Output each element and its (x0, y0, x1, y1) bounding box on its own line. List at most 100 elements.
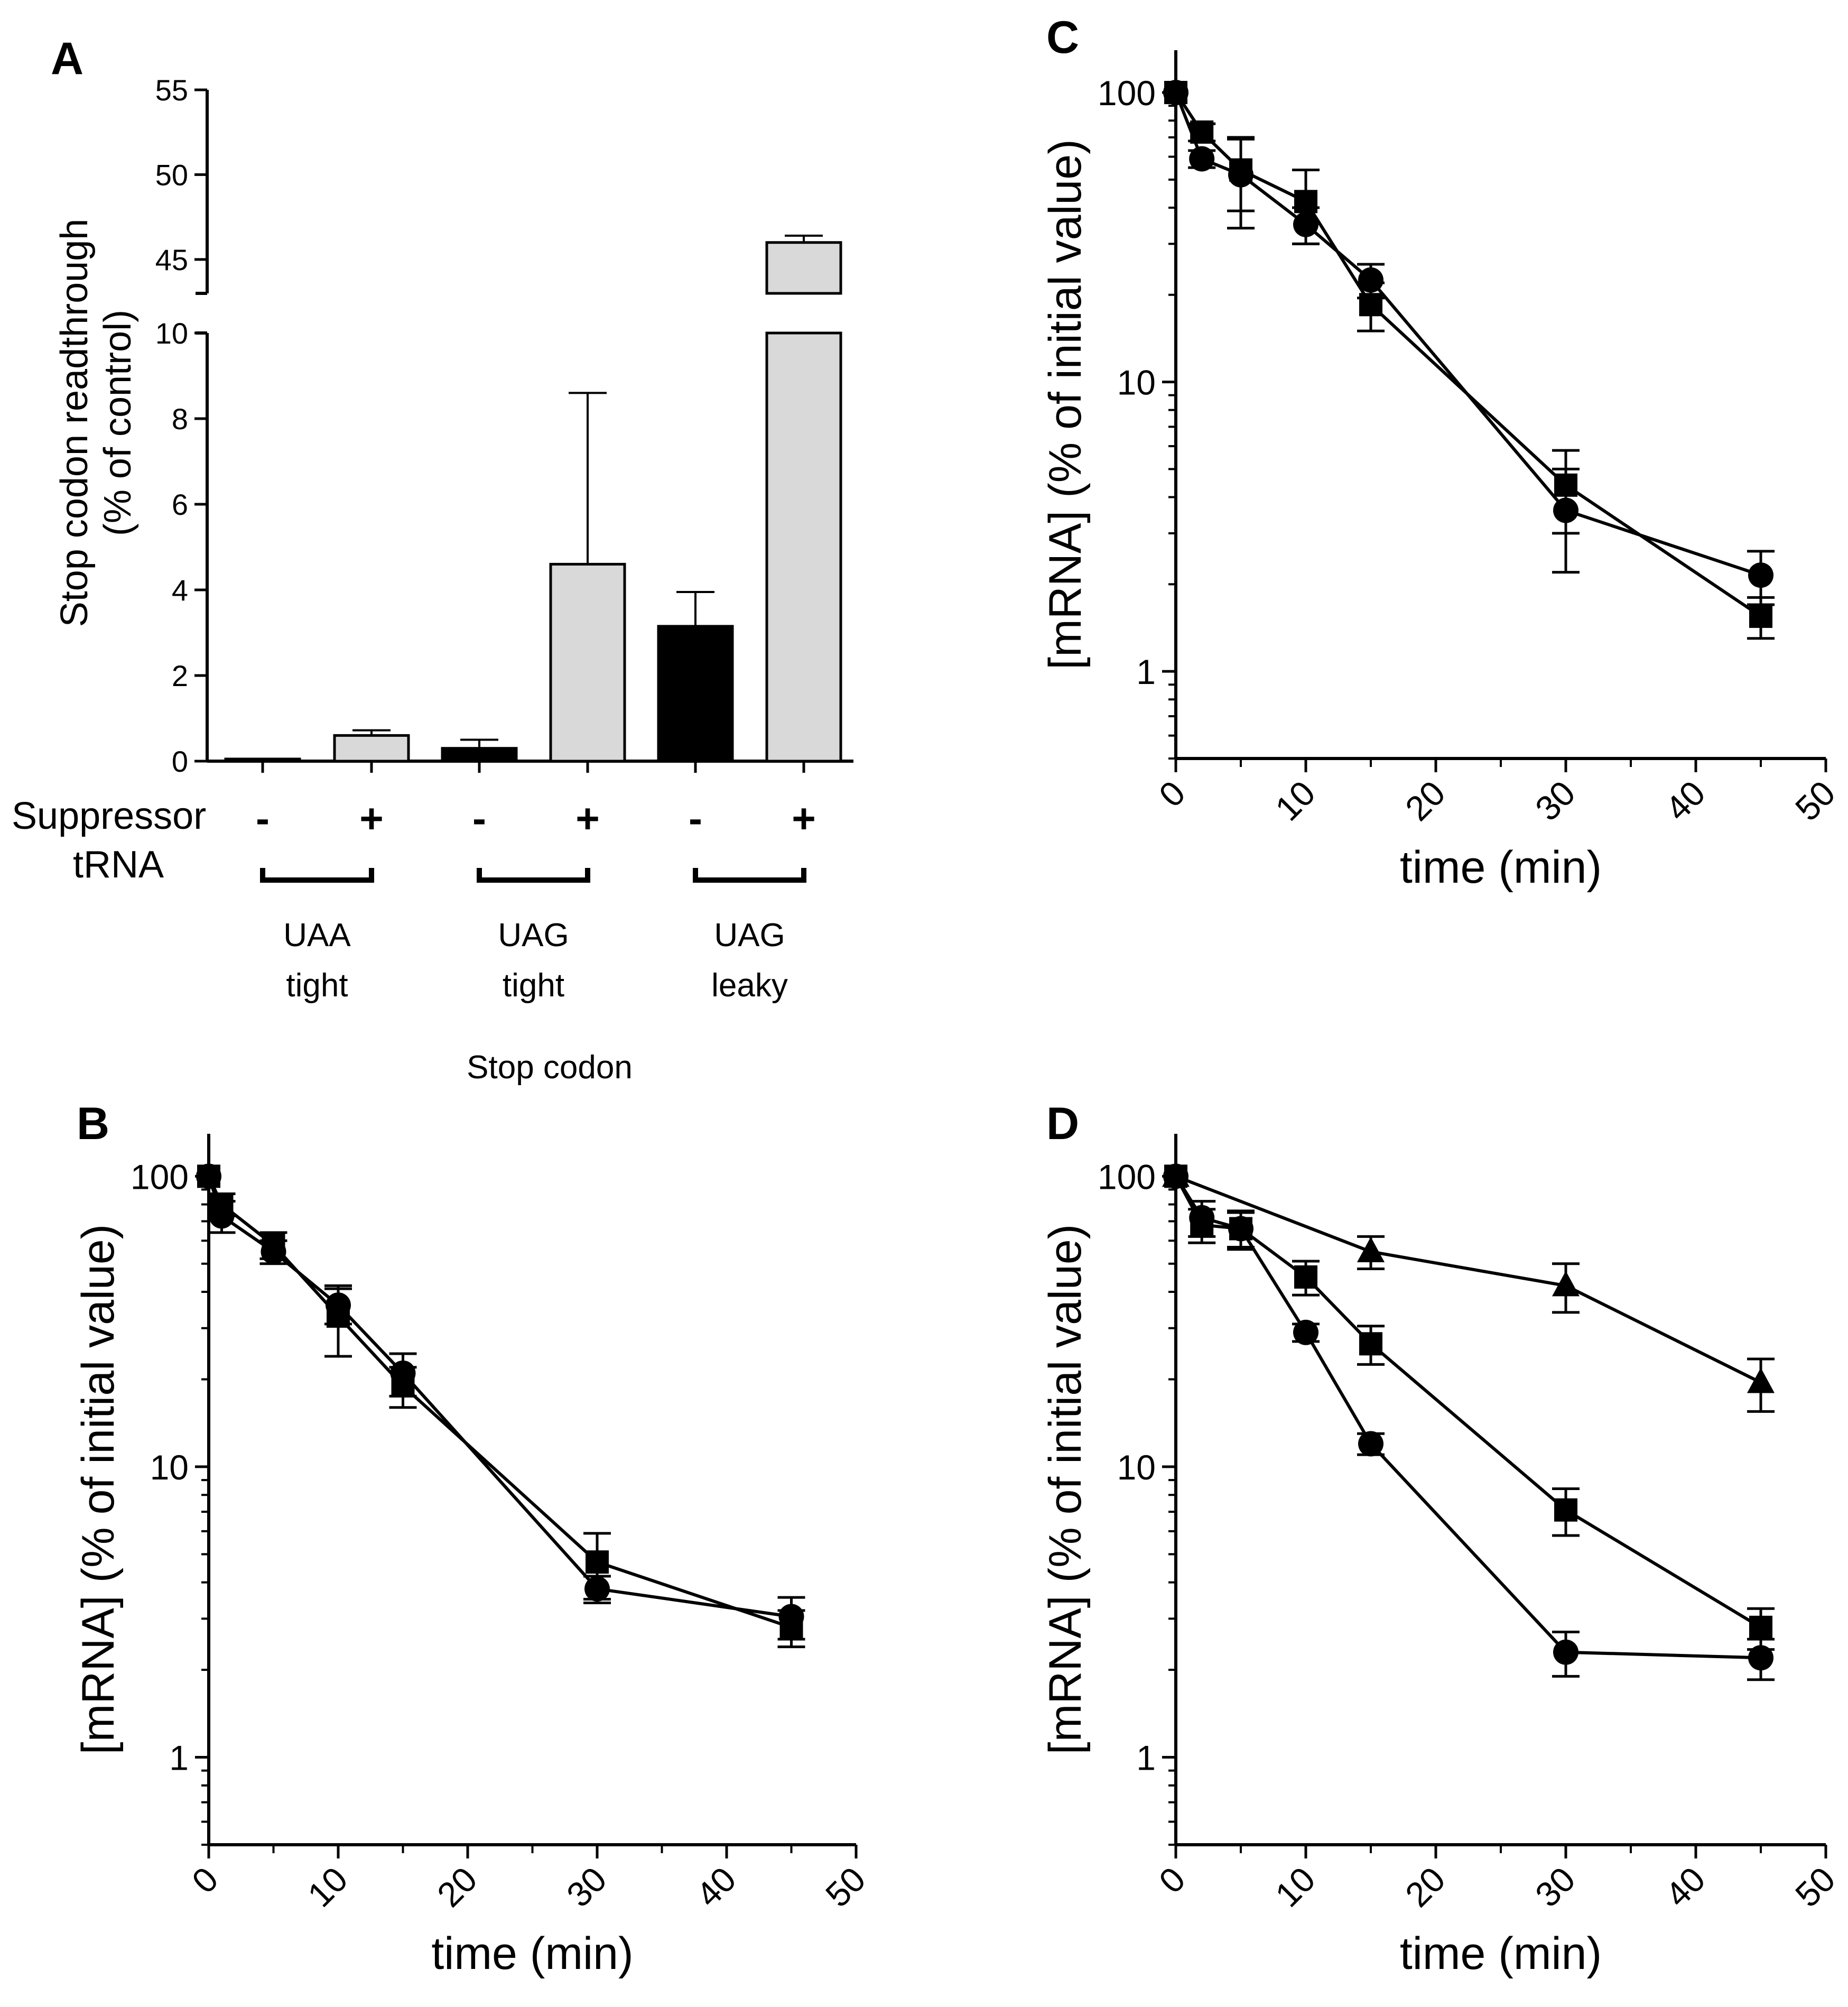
y-tick-label: 4 (172, 574, 188, 607)
row-label: tRNA (73, 844, 164, 886)
data-point-circle (1358, 1431, 1383, 1457)
group-label: UAA (283, 917, 351, 954)
y-axis-title: [mRNA] (% of initial value) (73, 1224, 124, 1755)
panel-a: A 0 2 4 6 8 10 45 50 55 - + - + - + Stop codon readthro… (12, 33, 853, 1086)
data-point-square (1359, 293, 1382, 317)
data-point-square (1359, 1332, 1382, 1356)
x-axis-title: time (min) (431, 1928, 633, 1979)
y-tick-label: 1 (1136, 1738, 1156, 1778)
suppressor-sign: + (792, 795, 816, 841)
y-tick-label: 100 (1098, 73, 1156, 113)
y-tick-label: 10 (1117, 363, 1156, 402)
panel-letter-a: A (51, 33, 83, 84)
y-axis-title: Stop codon readthrough(% of control) (53, 219, 139, 627)
data-point-square (1749, 604, 1772, 628)
suppressor-sign: + (575, 795, 600, 841)
x-axis-title: time (min) (1400, 1928, 1602, 1979)
data-point-square (327, 1304, 350, 1328)
y-tick-label: 10 (155, 317, 188, 350)
y-axis-title: [mRNA] (% of initial value) (1040, 139, 1091, 670)
series-line-square (207, 1176, 792, 1629)
x-tick-label: 10 (300, 1860, 355, 1914)
data-point-square (1190, 1213, 1214, 1237)
data-point-square (1164, 81, 1187, 105)
panel-letter-d: D (1046, 1098, 1079, 1149)
x-axis-title: Stop codon (467, 1049, 633, 1086)
x-tick-label: 10 (1268, 1860, 1323, 1914)
x-tick-label: 0 (1151, 1860, 1193, 1901)
x-tick-label: 20 (1398, 773, 1453, 828)
series-line-square (1174, 91, 1762, 618)
line-chart-c: 1 10 100 0 10 20 30 40 50 time (min) [mRNA] (% of … (1040, 50, 1843, 893)
group-label: tight (286, 967, 348, 1004)
data-point-circle (1358, 267, 1383, 293)
y-tick-label: 45 (155, 243, 188, 276)
group-bracket (260, 868, 374, 883)
data-point-square (1190, 120, 1214, 144)
y-axis-title: [mRNA] (% of initial value) (1040, 1224, 1091, 1755)
line-chart-d: 1 10 100 0 10 20 30 40 50 time (min) [mRNA] (% of … (1040, 1134, 1843, 1979)
group-label: UAG (498, 917, 569, 954)
x-tick-label: 0 (184, 1860, 226, 1901)
data-point-square (1229, 158, 1252, 182)
suppressor-sign: - (256, 795, 270, 841)
y-tick-label: 1 (1136, 652, 1156, 691)
data-point-square (1554, 473, 1577, 497)
series-line-triangle (1175, 1174, 1762, 1384)
bar (765, 331, 842, 763)
data-point-square (1294, 1265, 1317, 1289)
bar (549, 562, 626, 763)
x-tick-label: 50 (1788, 773, 1843, 828)
y-tick-label: 100 (131, 1157, 189, 1196)
bar (333, 734, 410, 763)
data-point-square (1229, 1217, 1252, 1241)
x-tick-label: 30 (559, 1860, 614, 1914)
data-point-triangle (1357, 1237, 1385, 1263)
y-tick-label: 10 (150, 1448, 189, 1487)
data-point-square (1294, 190, 1317, 214)
x-tick-label: 50 (1788, 1860, 1843, 1914)
series-line-square (1174, 1175, 1762, 1629)
panel-letter-b: B (77, 1098, 109, 1149)
data-point-circle (1553, 1639, 1578, 1665)
data-point-triangle (1162, 1161, 1190, 1187)
x-tick-label: 20 (430, 1860, 485, 1914)
data-point-square (197, 1164, 220, 1188)
data-point-square (1554, 1498, 1577, 1522)
y-tick-label: 100 (1098, 1157, 1156, 1196)
series-line-circle (207, 1176, 792, 1618)
data-point-square (391, 1374, 415, 1398)
data-point-square (779, 1615, 803, 1639)
x-tick-label: 10 (1268, 773, 1323, 828)
line-chart-b: 1 10 100 0 10 20 30 40 50 time (min) [mRNA] (% of … (73, 1134, 873, 1979)
panel-letter-c: C (1046, 12, 1079, 63)
bar (441, 747, 518, 763)
panel-d: D 1 10 100 0 10 20 30 40 50 time (min) [mRNA] (% o… (1040, 1098, 1843, 1979)
bar-chart-a: 0 2 4 6 8 10 45 50 55 - + - + - + Stop codon readthroug… (12, 73, 853, 1086)
data-point-circle (1189, 146, 1215, 172)
y-tick-label: 10 (1117, 1448, 1156, 1487)
bar (224, 757, 301, 763)
data-point-triangle (1552, 1271, 1580, 1297)
x-tick-label: 50 (818, 1860, 873, 1914)
data-point-square (586, 1550, 609, 1574)
suppressor-sign: - (472, 795, 486, 841)
group-bracket (477, 868, 590, 883)
x-tick-label: 40 (1658, 773, 1713, 828)
suppressor-sign: - (689, 795, 702, 841)
group-label: UAG (714, 917, 785, 954)
group-label: leaky (711, 967, 788, 1004)
y-tick-label: 8 (172, 402, 188, 436)
x-tick-label: 30 (1528, 1860, 1583, 1914)
y-axis-title-line: Stop codon readthrough (53, 219, 96, 627)
data-point-triangle (1747, 1367, 1775, 1393)
y-axis-title-line: (% of control) (97, 310, 139, 536)
series-line-circle (1174, 91, 1761, 577)
bar (765, 241, 842, 295)
data-point-square (262, 1233, 285, 1257)
suppressor-sign: + (359, 795, 384, 841)
group-label: tight (503, 967, 564, 1004)
bar (657, 625, 734, 763)
y-tick-label: 1 (169, 1738, 189, 1778)
